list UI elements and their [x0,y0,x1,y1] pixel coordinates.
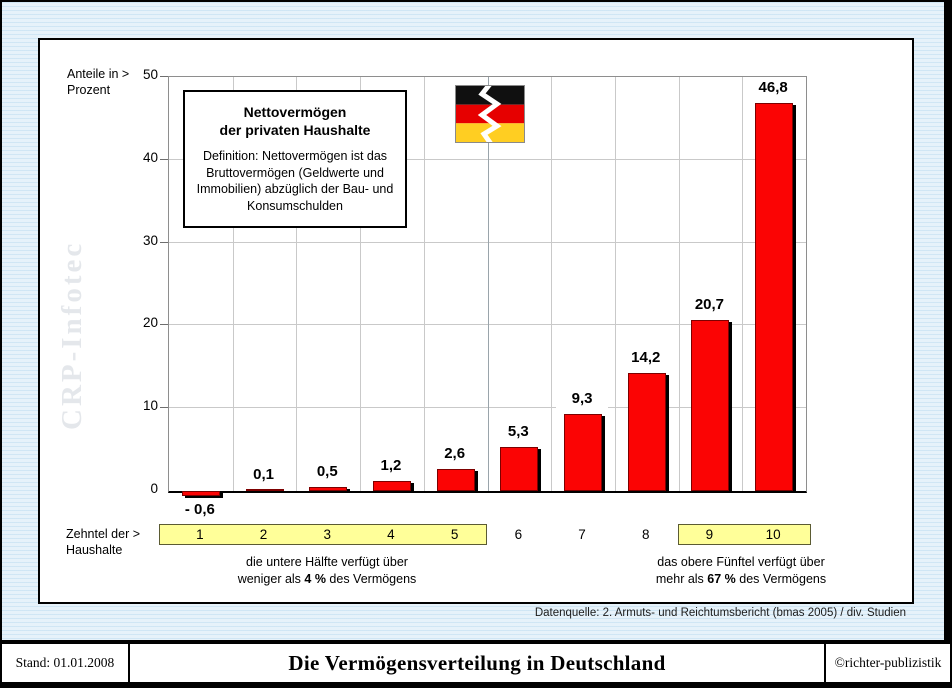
bar-decile-6 [500,447,539,491]
highlighted-decile-group-1-5 [159,524,487,545]
y-tick-mark [160,241,168,243]
x-category-label-9: 9 [705,527,714,542]
gridline-vertical [678,77,680,491]
y-tick-label: 10 [142,398,158,414]
gridline-vertical [551,77,553,491]
page-title: Die Vermögensverteilung in Deutschland [288,650,666,675]
y-tick-label: 40 [142,149,158,165]
x-category-label-6: 6 [514,527,523,542]
annotation-lower-half: die untere Hälfte verfügt über weniger a… [237,555,417,586]
x-category-label-3: 3 [323,527,331,542]
bar-value-label: 5,3 [492,423,545,441]
y-axis-title-line2: Prozent [67,83,111,98]
y-tick-label: 30 [142,232,158,248]
bar-decile-5 [436,469,475,491]
gridline-vertical [487,77,489,491]
y-tick-label: 0 [150,481,158,496]
y-tick-label: 50 [142,67,158,82]
bar-value-label: 0,1 [237,466,290,484]
bar-decile-9 [691,320,730,491]
y-tick-mark [160,158,168,160]
status-date: Stand: 01.01.2008 [2,644,130,682]
y-tick-mark [160,76,168,77]
y-tick-label: 20 [142,315,158,331]
bar-value-label: 20,7 [683,296,736,314]
chart-title-box: Nettovermögen der privaten Haushalte Def… [183,90,407,229]
torn-german-flag-icon [455,85,525,143]
chart-panel: Anteile in > Prozent CRP-Infotec Nettove… [38,38,914,604]
bar-decile-1 [181,491,220,496]
x-category-label-7: 7 [578,527,586,542]
y-axis-title: Anteile in > Prozent [67,66,129,99]
y-tick-mark [160,324,168,326]
annotation-upper-fifth: das obere Fünftel verfügt über mehr als … [655,555,827,586]
y-axis-title-line1: Anteile in > [67,67,130,81]
bar-value-label: 1,2 [364,457,417,475]
bar-value-label: 46,8 [747,79,800,97]
chart-title: Nettovermögen der privaten Haushalte [219,104,371,139]
bar-decile-7 [564,414,603,491]
bar-value-label: 2,6 [428,445,481,463]
gridline-vertical [614,77,616,491]
highlighted-decile-group-9-10 [677,524,811,545]
chart-definition-text: Definition: Nettovermögen ist das Brutto… [196,149,394,213]
x-axis-title-line1: Zehntel der > [66,527,141,541]
bar-decile-10 [755,103,794,491]
bar-decile-8 [627,373,666,491]
bar-decile-3 [309,487,348,491]
data-source-text: Datenquelle: 2. Armuts- und Reichtumsber… [534,607,906,619]
gridline-vertical [423,77,425,491]
x-category-label-2: 2 [259,527,268,542]
x-axis-title: Zehntel der > Haushalte [66,526,140,559]
x-category-label-4: 4 [387,527,395,542]
x-category-label-10: 10 [765,527,781,542]
bar-value-label: 14,2 [619,349,672,367]
bar-decile-4 [372,481,411,491]
title-bar: Stand: 01.01.2008 Die Vermögensverteilun… [2,644,950,682]
gridline-vertical [360,77,362,491]
bar-value-label: - 0,6 [173,501,226,519]
x-category-label-8: 8 [641,527,650,542]
x-category-label-1: 1 [196,527,204,542]
bar-decile-2 [245,489,284,491]
gridline-vertical [232,77,234,491]
y-tick-mark [160,407,168,409]
category-axis-row: 1 2 3 4 5 6 7 8 9 10 [159,524,811,545]
bar-value-label: 9,3 [556,390,609,408]
gridline-vertical [296,77,298,491]
x-category-label-5: 5 [450,527,459,542]
bar-value-label: 0,5 [301,463,354,481]
publisher-credit: ©richter-publizistik [824,644,950,682]
watermark-text: CRP-Infotec [56,240,88,430]
gridline-vertical [742,77,744,491]
x-axis-title-line2: Haushalte [66,543,123,558]
